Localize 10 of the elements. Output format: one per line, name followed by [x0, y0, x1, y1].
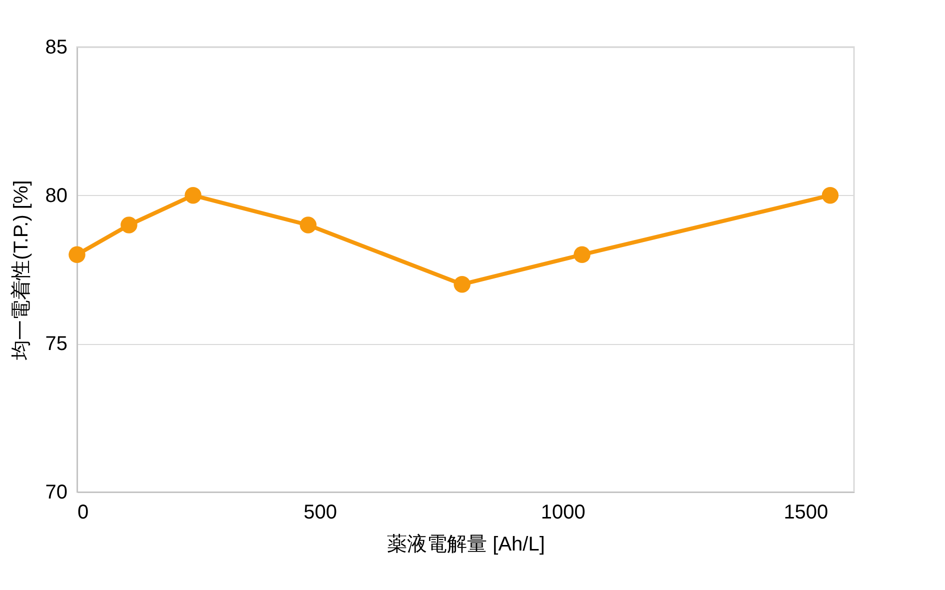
y-axis-title: 均一電着性(T.P.) [%] — [9, 180, 32, 361]
y-tick-label: 80 — [45, 184, 68, 207]
x-tick-label: 500 — [304, 502, 337, 524]
y-tick-label: 70 — [45, 482, 68, 504]
x-tick-label: 1000 — [540, 502, 586, 524]
x-tick-label: 1500 — [784, 502, 828, 524]
x-tick-label: 0 — [78, 502, 89, 524]
y-tick-label: 75 — [45, 333, 68, 356]
x-axis-title: 薬液電解量 [Ah/L] — [387, 534, 545, 556]
y-tick-label: 85 — [45, 36, 68, 58]
